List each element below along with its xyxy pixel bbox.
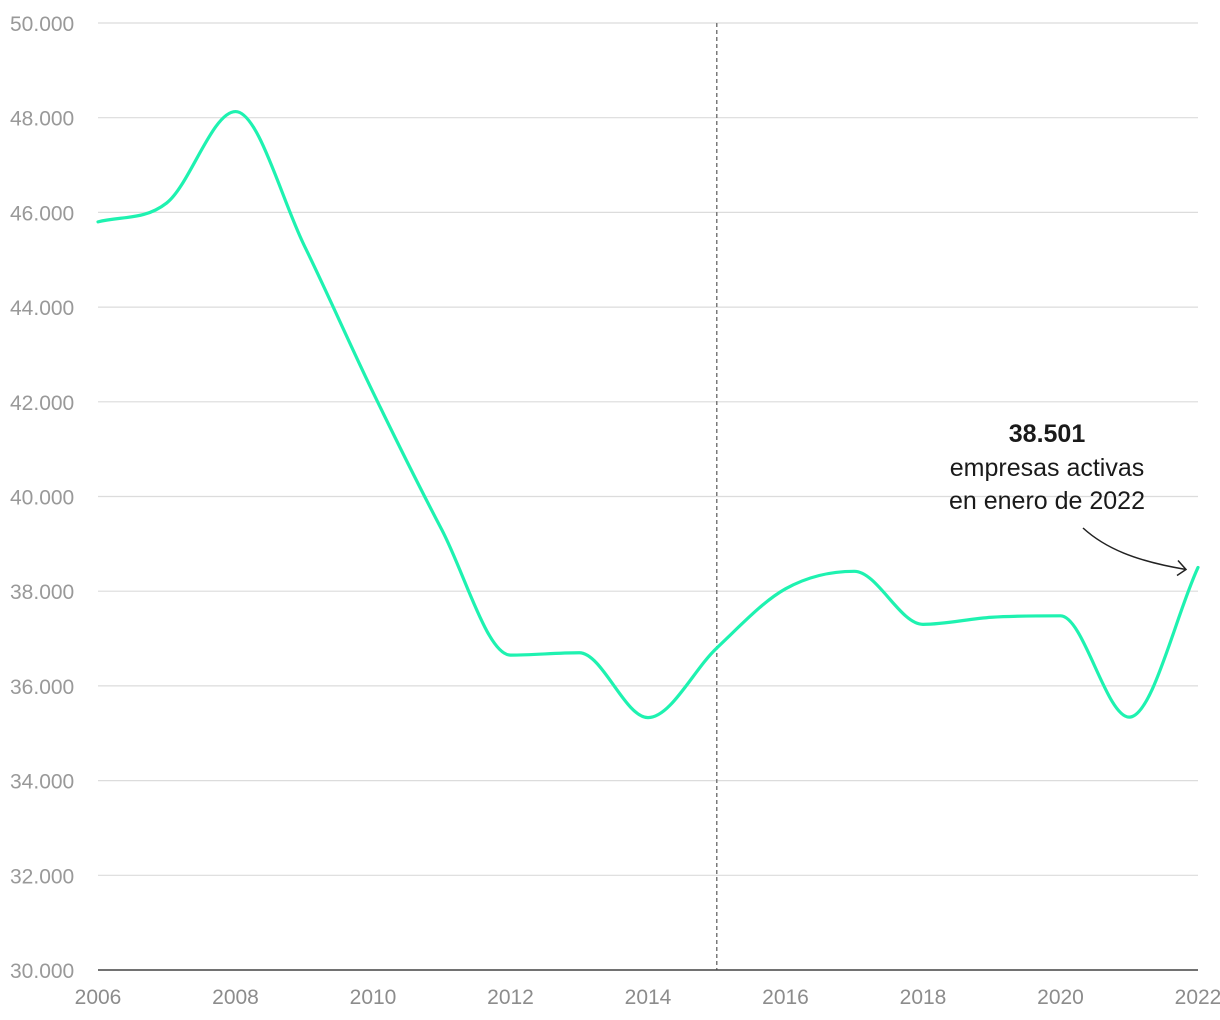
y-tick-label: 48.000 xyxy=(10,108,74,131)
x-tick-label: 2018 xyxy=(900,986,947,1009)
annotation: 38.501 empresas activas en enero de 2022 xyxy=(949,420,1188,577)
grid xyxy=(98,22,1198,876)
y-tick-label: 34.000 xyxy=(10,771,74,794)
y-axis-ticks: 30.000 32.000 34.000 36.000 38.000 40.000 42.0… xyxy=(10,13,74,983)
y-tick-label: 30.000 xyxy=(10,960,74,983)
annotation-arrow xyxy=(1082,527,1187,571)
x-tick-label: 2008 xyxy=(212,986,259,1009)
annotation-arrowhead xyxy=(1176,559,1188,577)
x-tick-label: 2006 xyxy=(75,986,122,1009)
y-tick-label: 32.000 xyxy=(10,865,74,888)
x-tick-label: 2020 xyxy=(1037,986,1084,1009)
annotation-value: 38.501 xyxy=(1009,420,1086,448)
x-tick-label: 2012 xyxy=(487,986,534,1009)
y-tick-label: 38.000 xyxy=(10,581,74,604)
y-tick-label: 50.000 xyxy=(10,13,74,36)
x-tick-label: 2014 xyxy=(625,986,672,1009)
y-tick-label: 40.000 xyxy=(10,487,74,510)
series-line xyxy=(96,109,1200,720)
x-tick-label: 2016 xyxy=(762,986,809,1009)
x-axis-ticks: 2006 2008 2010 2012 2014 2016 2018 2020 2022 xyxy=(75,986,1220,1009)
annotation-text-line-1: empresas activas xyxy=(950,454,1145,482)
x-tick-label: 2022 xyxy=(1175,986,1220,1009)
annotation-text-line-2: en enero de 2022 xyxy=(949,487,1145,515)
y-tick-label: 36.000 xyxy=(10,676,74,699)
x-tick-label: 2010 xyxy=(350,986,397,1009)
y-tick-label: 46.000 xyxy=(10,202,74,225)
y-tick-label: 44.000 xyxy=(10,297,74,320)
y-tick-label: 42.000 xyxy=(10,392,74,415)
